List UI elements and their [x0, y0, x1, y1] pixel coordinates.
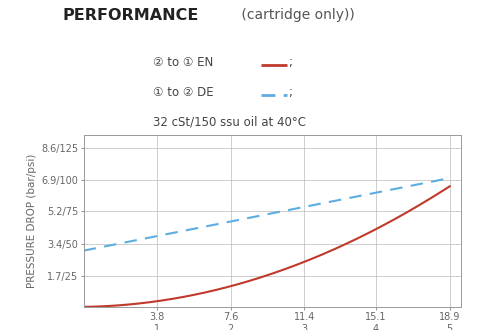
- Text: ;: ;: [288, 56, 292, 69]
- Text: PERFORMANCE: PERFORMANCE: [62, 8, 198, 23]
- Text: 32 cSt/150 ssu oil at 40°C: 32 cSt/150 ssu oil at 40°C: [153, 115, 306, 128]
- Text: ② to ① EN: ② to ① EN: [153, 56, 213, 69]
- Text: (cartridge only)): (cartridge only)): [237, 8, 354, 22]
- Y-axis label: PRESSURE DROP (bar/psi): PRESSURE DROP (bar/psi): [27, 154, 37, 288]
- Text: ;: ;: [288, 86, 292, 99]
- Text: ① to ② DE: ① to ② DE: [153, 86, 214, 99]
